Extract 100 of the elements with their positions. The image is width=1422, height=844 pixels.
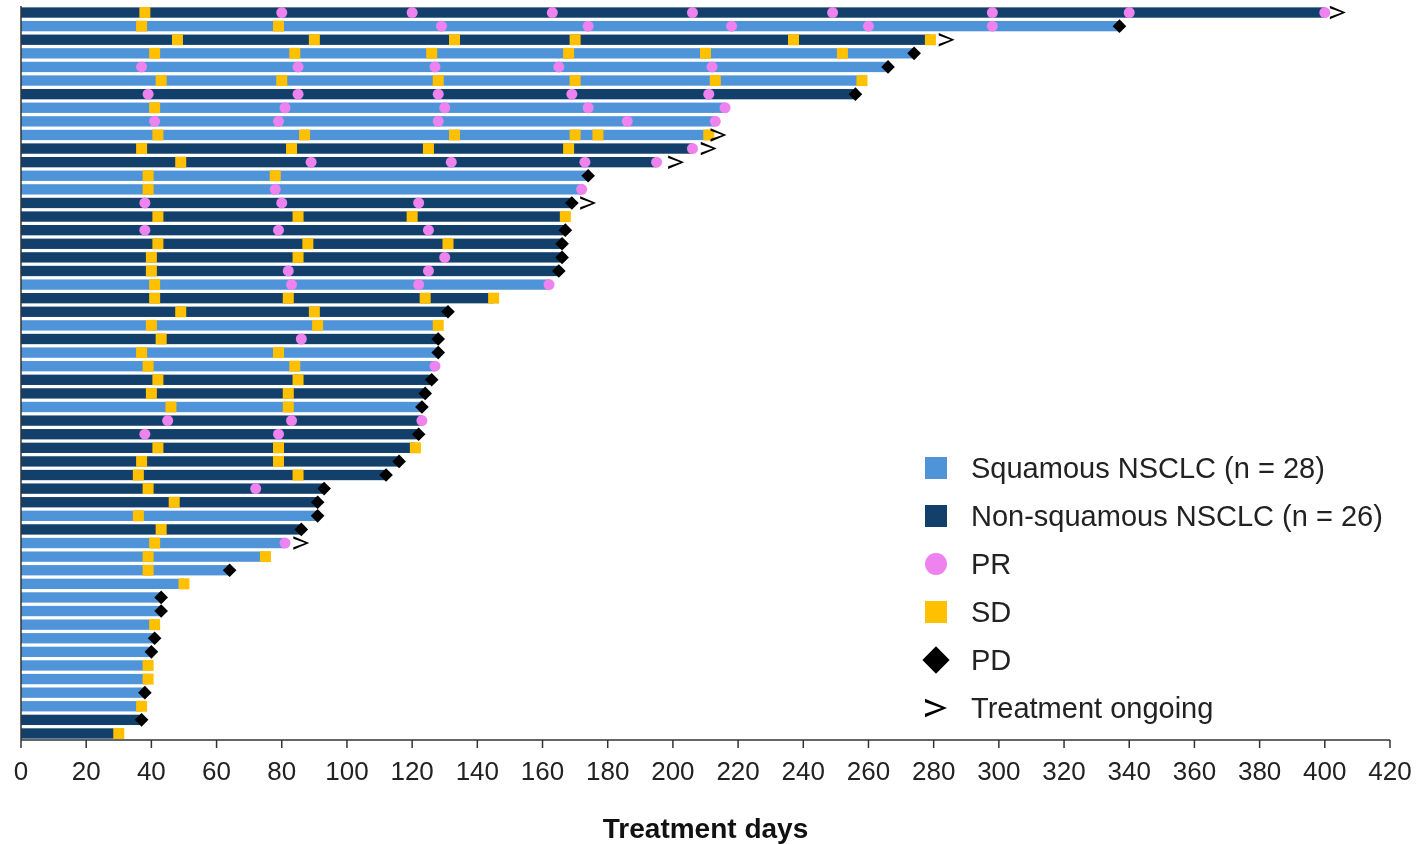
point xyxy=(149,619,161,631)
point xyxy=(862,20,874,32)
point xyxy=(422,265,434,277)
point xyxy=(152,238,164,250)
point xyxy=(566,88,578,100)
bar xyxy=(21,646,152,658)
point xyxy=(136,143,148,155)
point xyxy=(569,129,581,141)
point xyxy=(142,564,154,576)
x-tick-label: 220 xyxy=(716,756,760,786)
x-tick-label: 360 xyxy=(1172,756,1217,786)
point xyxy=(147,631,162,646)
x-tick-label: 280 xyxy=(911,756,956,786)
point xyxy=(432,115,444,127)
x-tick-label: 400 xyxy=(1303,756,1347,786)
x-tick-label: 160 xyxy=(520,756,565,786)
point xyxy=(142,88,154,100)
point xyxy=(310,509,325,523)
bar xyxy=(21,88,856,100)
x-axis-title: Treatment days xyxy=(602,813,809,844)
point xyxy=(286,143,298,155)
x-tick-label: 100 xyxy=(325,756,369,786)
point xyxy=(134,713,149,727)
point xyxy=(431,332,446,346)
bar xyxy=(21,374,432,385)
point xyxy=(279,537,291,549)
bar xyxy=(21,633,155,644)
point xyxy=(139,224,151,236)
bar xyxy=(21,238,563,249)
point xyxy=(155,75,167,87)
point xyxy=(552,264,566,278)
bar xyxy=(21,415,422,426)
point xyxy=(686,7,698,19)
bar xyxy=(21,497,318,508)
point xyxy=(142,170,154,182)
point xyxy=(145,251,157,263)
point xyxy=(881,60,895,74)
point xyxy=(426,47,438,59)
point xyxy=(222,563,237,578)
point xyxy=(308,306,320,318)
point xyxy=(569,75,581,87)
point xyxy=(295,333,307,345)
point xyxy=(293,536,310,550)
bar xyxy=(21,361,435,372)
x-tick-label: 40 xyxy=(136,756,166,786)
point xyxy=(488,292,500,304)
x-tick-label: 120 xyxy=(390,756,434,786)
point xyxy=(856,75,868,87)
point xyxy=(273,442,284,454)
point xyxy=(178,578,190,590)
point xyxy=(149,115,161,127)
point xyxy=(139,197,151,209)
bar xyxy=(21,306,448,317)
point xyxy=(413,197,425,209)
x-tick-label: 380 xyxy=(1237,756,1282,786)
bar xyxy=(21,524,302,535)
point xyxy=(317,481,331,496)
bar xyxy=(21,388,426,399)
point xyxy=(418,386,432,401)
bar xyxy=(21,605,162,617)
point xyxy=(250,483,262,495)
point xyxy=(282,401,294,413)
x-tick-label: 20 xyxy=(71,756,101,786)
bar xyxy=(21,184,582,195)
point xyxy=(706,61,718,73)
point xyxy=(132,510,144,522)
point xyxy=(152,374,164,386)
legend-label: Non-squamous NSCLC (n = 26) xyxy=(971,500,1383,532)
point xyxy=(416,415,428,427)
x-tick-label: 420 xyxy=(1368,756,1412,786)
point xyxy=(308,34,320,46)
point xyxy=(668,155,685,169)
point xyxy=(703,88,715,100)
point xyxy=(149,102,161,114)
point xyxy=(152,211,164,223)
point xyxy=(700,47,711,59)
bar xyxy=(21,197,572,209)
point xyxy=(406,7,418,19)
point xyxy=(276,75,288,87)
point xyxy=(938,33,955,47)
point xyxy=(165,401,177,413)
point xyxy=(592,129,604,141)
x-tick-label: 80 xyxy=(267,756,297,786)
legend-label: Squamous NSCLC (n = 28) xyxy=(971,452,1325,484)
point xyxy=(136,347,148,359)
point xyxy=(142,659,154,671)
point xyxy=(1112,19,1127,33)
point xyxy=(292,251,304,263)
point xyxy=(1329,5,1346,20)
point xyxy=(273,115,284,127)
bar xyxy=(21,347,439,358)
point xyxy=(836,47,848,59)
point xyxy=(1123,7,1135,19)
bar xyxy=(21,20,1120,32)
point xyxy=(144,645,159,659)
x-tick-label: 240 xyxy=(781,756,825,786)
point xyxy=(292,211,304,223)
bar xyxy=(21,143,693,154)
point xyxy=(422,143,434,155)
point xyxy=(582,102,594,114)
